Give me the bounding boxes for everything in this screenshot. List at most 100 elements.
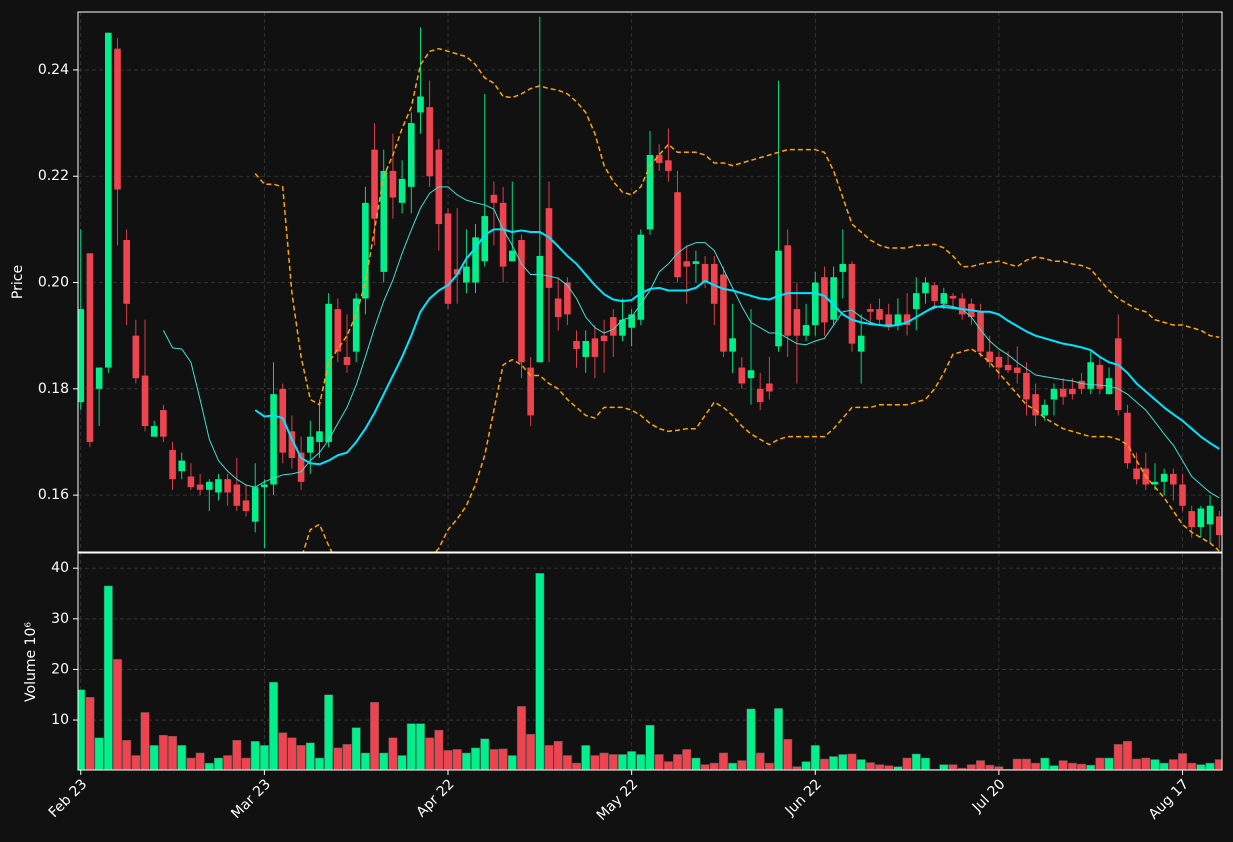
candle-body — [306, 436, 314, 453]
volume-bar — [177, 745, 187, 770]
candle-body — [885, 314, 893, 326]
candle-body — [747, 370, 755, 379]
volume-bar — [269, 681, 279, 770]
volume-bar — [195, 752, 205, 770]
volume-bar — [131, 755, 141, 770]
volume-bar — [314, 757, 324, 770]
candle-body — [628, 314, 635, 328]
candle-body — [95, 367, 103, 389]
candle-body — [141, 375, 149, 427]
candle-body — [426, 107, 433, 177]
candle-body — [545, 208, 553, 288]
volume-bar — [232, 740, 242, 770]
candle-body — [674, 192, 681, 278]
y-tick-label: 0.16 — [38, 487, 69, 503]
candle-body — [536, 255, 544, 363]
candle-body — [1069, 388, 1076, 395]
volume-bar — [691, 757, 701, 770]
candle-body — [160, 410, 167, 437]
candle-body — [949, 295, 957, 299]
candle-body — [573, 340, 580, 349]
candle-body — [518, 240, 525, 363]
volume-bar — [259, 745, 269, 770]
volume-bar — [939, 764, 949, 770]
volume-bar — [1150, 759, 1160, 770]
candle-body — [683, 261, 691, 267]
volume-bar — [278, 732, 288, 770]
candle-body — [1114, 338, 1122, 411]
volume-bar — [94, 737, 104, 770]
moving-average-line — [254, 228, 1220, 466]
volume-bar — [471, 747, 481, 770]
volume-bar — [1021, 758, 1031, 770]
candle-body — [1179, 484, 1186, 506]
volume-bar — [1067, 762, 1077, 770]
volume-bar — [1168, 759, 1178, 770]
candle-body — [821, 277, 828, 323]
candle-body — [178, 460, 186, 472]
volume-bar — [792, 766, 802, 770]
volume-bar — [1040, 757, 1050, 770]
candle-body — [958, 298, 966, 315]
candle-body — [876, 309, 883, 320]
candle-body — [1023, 372, 1030, 400]
volume-bar — [379, 752, 389, 770]
volume-bar — [718, 752, 728, 770]
candle-body — [499, 202, 507, 267]
candle-body — [288, 431, 296, 458]
candle-body — [417, 96, 424, 113]
volume-bar — [865, 762, 875, 770]
volume-bar — [333, 747, 343, 770]
volume-bar — [103, 585, 113, 770]
volume-bar — [241, 757, 251, 770]
volume-bar — [452, 749, 462, 770]
candle-body — [811, 282, 819, 326]
candle-body — [1215, 516, 1222, 535]
candle-body — [1004, 364, 1012, 371]
volume-bar — [1113, 744, 1123, 770]
candle-body — [867, 309, 874, 312]
candle-body — [362, 202, 369, 299]
candle-body — [132, 335, 140, 379]
volume-bar — [783, 739, 793, 770]
volume-bar — [250, 741, 260, 770]
candle-body — [1188, 511, 1196, 528]
volume-bar — [1122, 741, 1132, 770]
volume-bar — [305, 742, 315, 770]
volume-bar — [957, 767, 967, 770]
volume-bar — [636, 754, 646, 770]
y-tick-label: 0.20 — [38, 275, 69, 291]
candle-body — [775, 250, 782, 347]
candle-body — [1124, 412, 1131, 464]
volume-tick-label: 10 — [51, 712, 69, 728]
candle-body — [224, 479, 231, 493]
volume-bar — [608, 754, 618, 770]
candle-body — [591, 338, 599, 357]
volume-bar — [461, 752, 471, 770]
candle-body — [784, 245, 792, 336]
volume-bar — [902, 757, 912, 770]
candle-body — [609, 317, 617, 336]
volume-bar — [526, 733, 536, 770]
candle-body — [729, 338, 736, 352]
volume-bar — [1095, 757, 1105, 770]
candle-body — [334, 309, 342, 352]
volume-bar — [617, 754, 627, 770]
band-line — [254, 47, 1220, 406]
candle-body — [1160, 473, 1168, 482]
volume-bar — [535, 572, 545, 770]
volume-bar — [755, 752, 765, 770]
candle-body — [756, 388, 764, 403]
candle-body — [1041, 404, 1049, 416]
volume-bar — [1159, 762, 1169, 770]
volume-bar — [709, 762, 719, 770]
volume-bar — [287, 737, 297, 770]
volume-bar — [158, 734, 168, 770]
candle-body — [1197, 508, 1205, 528]
candle-body — [325, 303, 332, 442]
volume-bar — [1049, 765, 1059, 770]
candle-body — [1096, 364, 1104, 389]
candle-body — [766, 383, 773, 392]
candle-body — [977, 311, 984, 352]
